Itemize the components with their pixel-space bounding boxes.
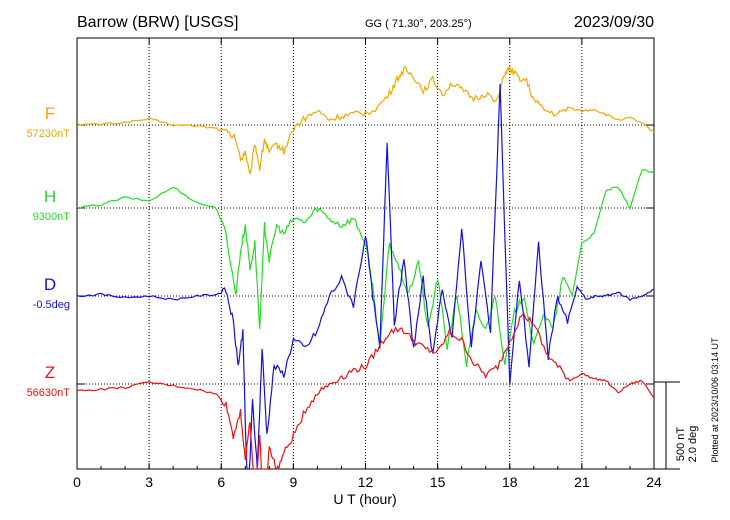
x-tick-label-15: 15 [430, 474, 446, 490]
chart-date: 2023/09/30 [574, 14, 654, 31]
series-baseline-value-H: 9300nT [33, 211, 71, 223]
series-line-D [76, 83, 655, 470]
scale-nt-label: 500 nT [675, 427, 687, 462]
series-name-F: F [45, 104, 55, 123]
series-line-Z [76, 312, 655, 471]
series-labels: F 57230nT H 9300nT D -0.5deg Z 56630nT [27, 104, 71, 399]
station-coordinates: GG ( 71.30°, 203.25°) [365, 18, 472, 30]
x-tick-label-0: 0 [73, 474, 81, 490]
x-tick-label-6: 6 [217, 474, 225, 490]
series-baselines [77, 124, 654, 385]
x-tick-label-21: 21 [574, 474, 590, 490]
x-tick-label-18: 18 [502, 474, 518, 490]
scale-bar: 500 nT 2.0 deg [654, 381, 699, 470]
series-line-F [76, 66, 655, 175]
series-line-H [76, 168, 655, 367]
x-tick-label-12: 12 [358, 474, 374, 490]
series-name-H: H [44, 187, 56, 206]
plotted-timestamp: Plotted at 2023/10/06 03:14 UT [710, 337, 720, 463]
x-tick-label-24: 24 [646, 474, 662, 490]
x-axis-ticks: 0 3 6 9 12 15 18 21 24 [73, 38, 662, 490]
series-baseline-value-Z: 56630nT [27, 387, 71, 399]
x-axis-label: U T (hour) [333, 491, 396, 507]
station-title: Barrow (BRW) [USGS] [77, 14, 239, 31]
x-tick-label-9: 9 [289, 474, 297, 490]
x-tick-label-3: 3 [145, 474, 153, 490]
series-name-Z: Z [45, 363, 55, 382]
series-lines [76, 66, 655, 471]
series-name-D: D [44, 275, 56, 294]
series-baseline-value-D: -0.5deg [33, 299, 70, 311]
vertical-gridlines [148, 38, 583, 469]
scale-deg-label: 2.0 deg [687, 426, 699, 463]
series-baseline-value-F: 57230nT [27, 128, 71, 140]
